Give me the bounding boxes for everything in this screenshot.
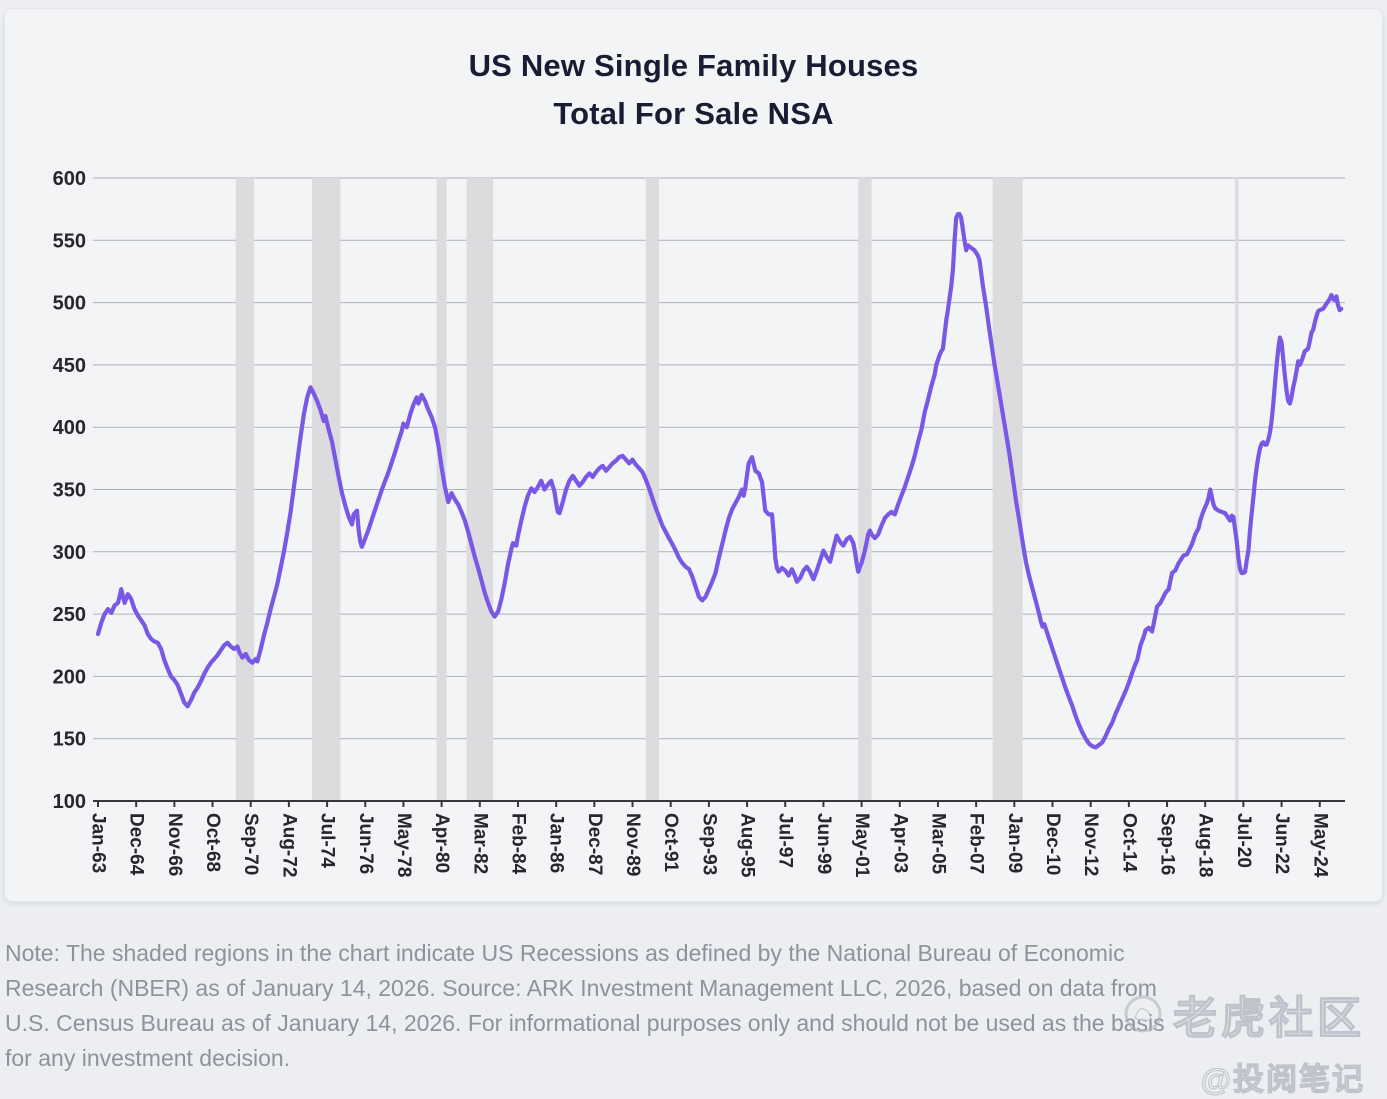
x-axis-tick-label: Jul-20 <box>1233 813 1254 868</box>
note-line: Note: The shaded regions in the chart in… <box>5 940 1125 966</box>
y-axis-tick-label: 450 <box>53 355 86 377</box>
y-axis-tick-label: 550 <box>53 230 86 252</box>
x-axis-tick-label: Mar-82 <box>469 813 490 874</box>
x-axis-tick-label: Jan-63 <box>88 813 109 873</box>
x-axis-tick-label: Aug-95 <box>737 813 758 878</box>
x-axis-tick-label: Oct-14 <box>1118 813 1139 873</box>
y-axis-tick-label: 500 <box>53 293 86 315</box>
x-axis-tick-label: Oct-91 <box>660 813 681 873</box>
y-axis-tick-label: 250 <box>53 604 86 626</box>
note-line: U.S. Census Bureau as of January 14, 202… <box>5 1010 1165 1036</box>
x-axis-tick-label: Dec-64 <box>126 813 147 876</box>
chart-card <box>4 8 1383 902</box>
x-axis-tick-label: Apr-80 <box>431 813 452 873</box>
x-axis-tick-label: Jul-97 <box>775 813 796 868</box>
note-line: for any investment decision. <box>5 1045 291 1071</box>
y-axis-tick-label: 300 <box>53 542 86 564</box>
x-axis-tick-label: Dec-10 <box>1042 813 1063 875</box>
x-axis-tick-label: May-78 <box>393 813 414 877</box>
x-axis-tick-label: Apr-03 <box>889 813 910 873</box>
recession-band <box>645 178 660 801</box>
x-axis-tick-label: Jun-76 <box>355 813 376 874</box>
x-axis-tick-label: Nov-12 <box>1080 813 1101 876</box>
recession-band <box>312 178 341 801</box>
x-axis-tick-label: Jan-09 <box>1004 813 1025 873</box>
x-axis-tick-label: Jan-86 <box>546 813 567 873</box>
y-axis-tick-label: 600 <box>53 168 86 190</box>
line-chart: 100 150 200 250 300 350 400 450 500 550 600 Jan-63 D… <box>53 168 1345 878</box>
x-axis-tick-label: Jul-74 <box>317 813 338 868</box>
recession-band <box>466 178 494 801</box>
note-line: Research (NBER) as of January 14, 2026. … <box>5 975 1157 1001</box>
recession-band <box>436 178 447 801</box>
x-axis-tick-label: Nov-66 <box>164 813 185 876</box>
recession-band <box>992 178 1023 801</box>
y-axis-tick-label: 350 <box>53 480 86 502</box>
x-axis-tick-label: Aug-18 <box>1195 813 1216 877</box>
recession-band <box>858 178 872 801</box>
y-axis-tick-label: 150 <box>53 729 86 751</box>
x-axis-tick-label: Dec-87 <box>584 813 605 875</box>
x-axis-tick-label: May-01 <box>851 813 872 878</box>
recession-band <box>1235 178 1239 801</box>
recession-band <box>235 178 255 801</box>
note-text: Note: The shaded regions in the chart in… <box>5 936 1375 1076</box>
x-axis-tick-label: Feb-84 <box>507 813 528 875</box>
x-axis-tick-label: Jun-22 <box>1271 813 1292 874</box>
chart-title: US New Single Family Houses Total For Sa… <box>0 42 1387 138</box>
x-axis-tick-label: Sep-16 <box>1157 813 1178 875</box>
x-axis-tick-label: Feb-07 <box>966 813 987 874</box>
x-axis-tick-label: May-24 <box>1309 813 1330 878</box>
x-axis-tick-label: Aug-72 <box>278 813 299 877</box>
x-axis-tick-label: Mar-05 <box>927 813 948 875</box>
x-axis-tick-label: Sep-93 <box>698 813 719 875</box>
data-line-total-for-sale <box>95 212 1344 750</box>
x-axis-tick-label: Oct-68 <box>202 813 223 872</box>
y-axis-tick-label: 400 <box>53 417 86 439</box>
x-axis-tick-label: Jun-99 <box>813 813 834 874</box>
x-axis-tick-label: Nov-89 <box>622 813 643 876</box>
y-axis-tick-label: 200 <box>53 666 86 688</box>
x-axis-tick-label: Sep-70 <box>240 813 261 875</box>
chart-title-line2: Total For Sale NSA <box>553 96 834 131</box>
chart-title-line1: US New Single Family Houses <box>468 48 919 83</box>
y-axis-tick-label: 100 <box>53 791 86 813</box>
